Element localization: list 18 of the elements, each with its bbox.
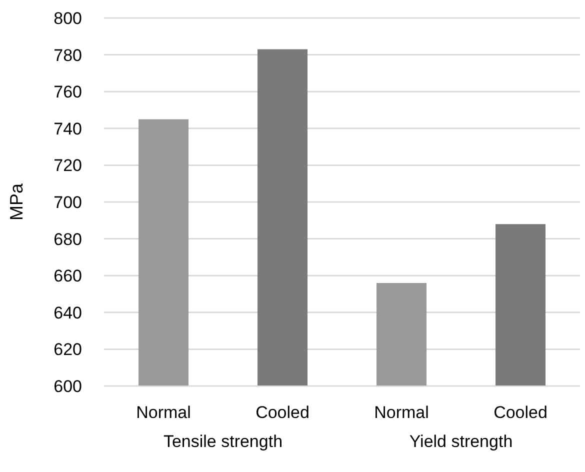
y-tick-label: 620: [54, 340, 82, 360]
y-tick-label: 640: [54, 303, 82, 322]
x-tick-label: Normal: [374, 403, 429, 422]
y-tick-label: 680: [54, 230, 82, 249]
x-tick-label: Cooled: [256, 403, 310, 422]
y-tick-label: 760: [54, 82, 82, 102]
text: Yield strength: [408, 432, 514, 452]
y-tick-label: 800: [54, 9, 82, 28]
x-tick-label: Normal: [136, 403, 191, 422]
y-axis-title: MPa: [6, 182, 26, 221]
y-tick-label: 660: [54, 266, 82, 286]
text: Tensile strength: [162, 432, 284, 452]
x-tick-label: Cooled: [494, 403, 548, 422]
y-tick-label: 740: [54, 119, 82, 138]
y-tick-label: 600: [54, 377, 82, 396]
y-tick-label: 780: [54, 46, 82, 65]
y-tick-label: 720: [54, 156, 82, 176]
y-tick-label: 700: [54, 193, 82, 212]
